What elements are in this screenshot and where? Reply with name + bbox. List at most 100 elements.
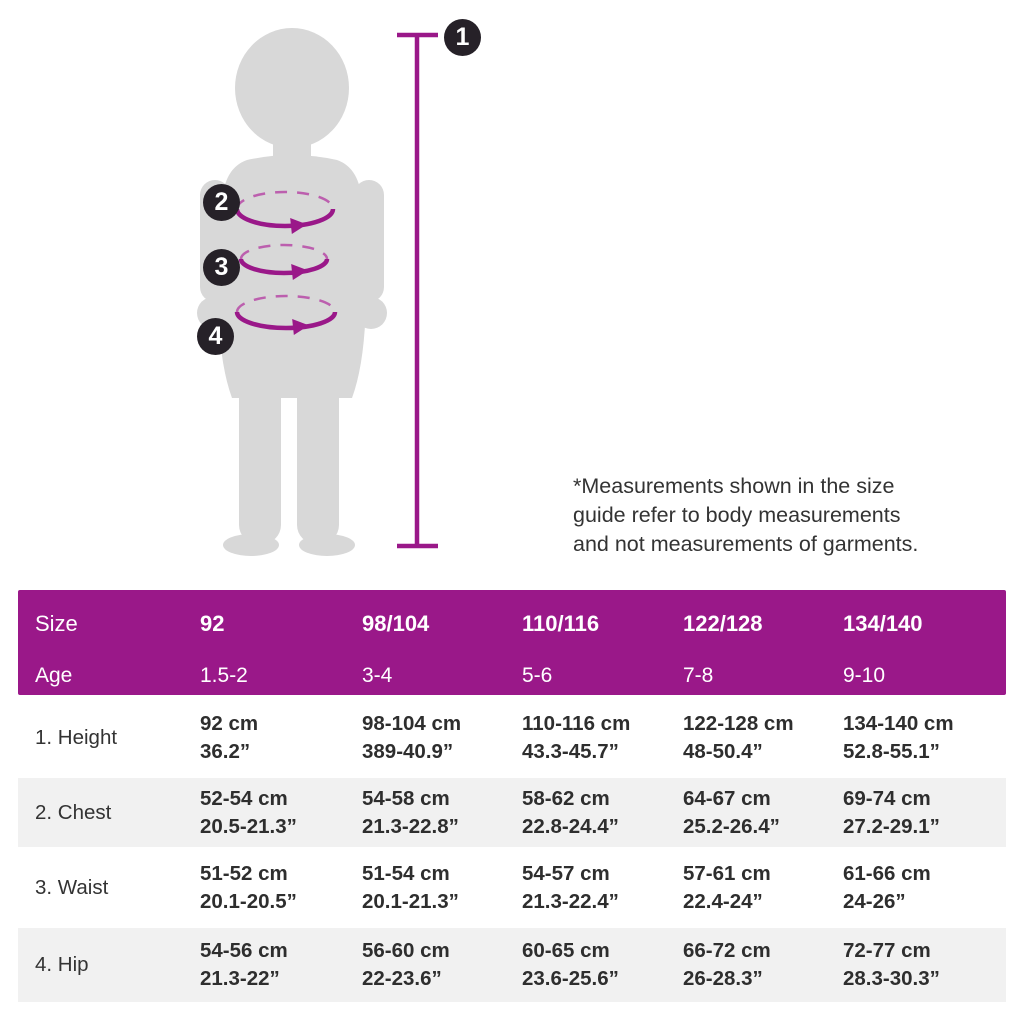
badge-number: 4 (208, 322, 223, 350)
badge-number: 2 (214, 188, 229, 216)
inch-value: 22-23.6” (362, 967, 442, 990)
cm-value: 51-52 cm (200, 861, 288, 885)
table-cell: 51-54 cm 20.1-21.3” (362, 850, 522, 925)
row-label: 3. Waist (35, 875, 109, 899)
table-cell: 60-65 cm 23.6-25.6” (522, 928, 683, 1002)
inch-value: 21.3-22.4” (522, 889, 619, 913)
header-column: 110/116 5-6 (522, 598, 683, 688)
size-value: 98/104 (362, 610, 430, 636)
table-row-hip: 4. Hip 54-56 cm 21.3-22” 56-60 cm 22-23.… (18, 925, 1006, 1005)
header-label-column: Size Age (18, 598, 200, 688)
age-value: 9-10 (843, 663, 886, 687)
cm-value: 92 cm (200, 711, 259, 735)
note-line: and not measurements of garments. (573, 532, 919, 556)
age-row-label: Age (35, 663, 73, 687)
badge-number: 3 (214, 253, 229, 281)
table-row-chest: 2. Chest 52-54 cm 20.5-21.3” 54-58 cm 21… (18, 775, 1006, 850)
inch-value: 20.1-21.3” (362, 889, 459, 913)
cm-value: 134-140 cm (843, 711, 954, 735)
table-row-waist: 3. Waist 51-52 cm 20.1-20.5” 51-54 cm 20… (18, 850, 1006, 925)
cm-value: 54-56 cm (200, 939, 288, 962)
badge-number: 1 (455, 23, 470, 51)
inch-value: 22.8-24.4” (522, 814, 619, 838)
table-cell: 54-57 cm 21.3-22.4” (522, 850, 683, 925)
table-cell: 56-60 cm 22-23.6” (362, 928, 522, 1002)
inch-value: 43.3-45.7” (522, 739, 619, 763)
hip-arrow-icon (292, 319, 309, 335)
table-cell: 66-72 cm 26-28.3” (683, 928, 843, 1002)
cm-value: 52-54 cm (200, 786, 288, 810)
measurement-diagram: 1 2 3 4 (197, 19, 481, 556)
inch-value: 20.5-21.3” (200, 814, 297, 838)
age-value: 3-4 (362, 663, 393, 687)
waist-measure-ellipse (238, 243, 330, 280)
waist-number-badge: 3 (203, 249, 240, 286)
inch-value: 48-50.4” (683, 739, 763, 763)
inch-value: 22.4-24” (683, 889, 763, 913)
table-cell: 57-61 cm 22.4-24” (683, 850, 843, 925)
size-value: 110/116 (522, 610, 600, 636)
inch-value: 21.3-22.8” (362, 814, 459, 838)
inch-value: 26-28.3” (683, 967, 763, 990)
table-cell: 72-77 cm 28.3-30.3” (843, 928, 1006, 1002)
cm-value: 54-57 cm (522, 861, 610, 885)
table-cell: 61-66 cm 24-26” (843, 850, 1006, 925)
size-row-label: Size (35, 610, 78, 636)
row-label: 1. Height (35, 725, 118, 749)
size-table: Size Age 92 1.5-2 98/104 3-4 110/116 5-6… (18, 590, 1006, 1005)
chest-arrow-icon (290, 218, 307, 234)
age-value: 7-8 (683, 663, 714, 687)
table-cell: 58-62 cm 22.8-24.4” (522, 778, 683, 847)
inch-value: 23.6-25.6” (522, 967, 619, 990)
cm-value: 57-61 cm (683, 861, 771, 885)
cm-value: 98-104 cm (362, 711, 462, 735)
cm-value: 66-72 cm (683, 939, 771, 962)
header-column: 134/140 9-10 (843, 598, 1006, 688)
cm-value: 56-60 cm (362, 939, 450, 962)
hip-number-badge: 4 (197, 318, 234, 355)
inch-value: 28.3-30.3” (843, 967, 940, 990)
table-cell: 54-58 cm 21.3-22.8” (362, 778, 522, 847)
table-cell: 98-104 cm 389-40.9” (362, 700, 522, 775)
table-cell: 69-74 cm 27.2-29.1” (843, 778, 1006, 847)
table-cell: 51-52 cm 20.1-20.5” (200, 850, 362, 925)
cm-value: 69-74 cm (843, 786, 931, 810)
inch-value: 52.8-55.1” (843, 739, 940, 763)
chest-measure-ellipse (234, 190, 336, 234)
inch-value: 24-26” (843, 889, 906, 913)
table-row-height: 1. Height 92 cm 36.2” 98-104 cm 389-40.9… (18, 700, 1006, 775)
header-column: 98/104 3-4 (362, 598, 522, 688)
inch-value: 36.2” (200, 739, 251, 763)
table-cell: 54-56 cm 21.3-22” (200, 928, 362, 1002)
cm-value: 61-66 cm (843, 861, 931, 885)
hip-measure-ellipse (234, 294, 338, 335)
header-column: 92 1.5-2 (200, 598, 362, 688)
size-table-header: Size Age 92 1.5-2 98/104 3-4 110/116 5-6… (18, 590, 1006, 695)
size-value: 92 (200, 610, 225, 636)
cm-value: 51-54 cm (362, 861, 450, 885)
row-label: 4. Hip (35, 953, 89, 976)
note-line: guide refer to body measurements (573, 503, 901, 527)
chest-number-badge: 2 (203, 184, 240, 221)
header-column: 122/128 7-8 (683, 598, 843, 688)
table-cell: 64-67 cm 25.2-26.4” (683, 778, 843, 847)
cm-value: 72-77 cm (843, 939, 931, 962)
table-cell: 122-128 cm 48-50.4” (683, 700, 843, 775)
child-silhouette-icon (197, 28, 387, 556)
height-number-badge: 1 (444, 19, 481, 56)
measurements-note: *Measurements shown in the size guide re… (573, 472, 1003, 559)
age-value: 5-6 (522, 663, 553, 687)
size-value: 134/140 (843, 610, 923, 636)
table-cell: 110-116 cm 43.3-45.7” (522, 700, 683, 775)
inch-value: 25.2-26.4” (683, 814, 780, 838)
cm-value: 60-65 cm (522, 939, 610, 962)
cm-value: 64-67 cm (683, 786, 771, 810)
inch-value: 389-40.9” (362, 739, 454, 763)
cm-value: 110-116 cm (522, 711, 631, 735)
cm-value: 122-128 cm (683, 711, 794, 735)
table-cell: 134-140 cm 52.8-55.1” (843, 700, 1006, 775)
note-line: *Measurements shown in the size (573, 474, 895, 498)
size-value: 122/128 (683, 610, 763, 636)
inch-value: 21.3-22” (200, 967, 280, 990)
